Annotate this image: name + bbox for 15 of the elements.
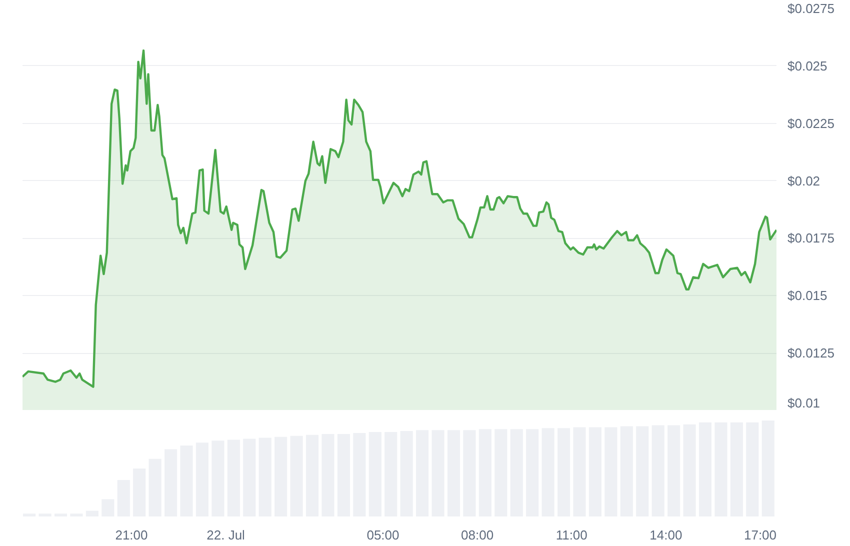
x-tick-label: 22. Jul	[206, 528, 246, 542]
x-tick-label: 11:00	[556, 528, 588, 542]
x-tick-label: 05:00	[366, 528, 400, 542]
y-tick-label: $0.0275	[788, 1, 834, 16]
y-tick-label: $0.025	[788, 58, 828, 74]
x-tick-label: 21:00	[115, 528, 148, 542]
x-tick-label: 17:00	[744, 528, 777, 542]
x-tick-label: 08:00	[461, 528, 494, 542]
y-tick-label: $0.0225	[788, 116, 834, 131]
y-tick-label: $0.01	[788, 396, 820, 410]
y-tick-label: $0.015	[788, 288, 828, 304]
y-tick-label: $0.02	[788, 173, 820, 188]
x-tick-label: 14:00	[650, 528, 682, 542]
y-tick-label: $0.0175	[788, 230, 834, 246]
y-tick-label: $0.0125	[788, 346, 834, 361]
